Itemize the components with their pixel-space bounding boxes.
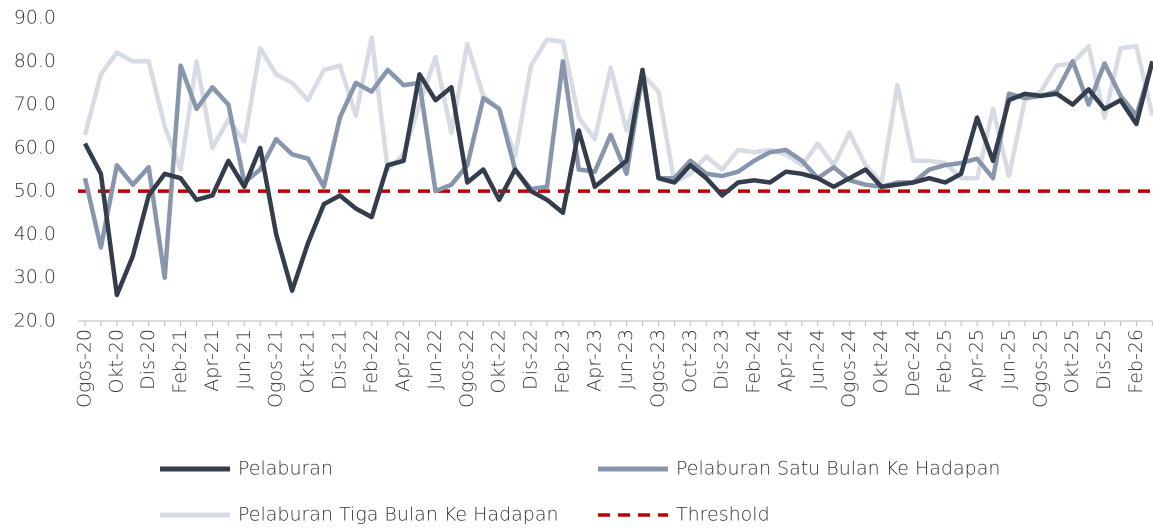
y-tick-label: 30.0 — [14, 266, 56, 288]
x-tick-label: Dec-24 — [902, 329, 924, 397]
x-tick-label: Ogos-21 — [265, 329, 287, 408]
x-tick-label: Jun-21 — [233, 329, 255, 390]
x-tick-label: Feb-25 — [934, 329, 956, 394]
x-tick-label: Feb-23 — [551, 329, 573, 394]
x-tick-label: Apr-24 — [774, 329, 796, 392]
y-tick-label: 50.0 — [14, 180, 56, 202]
x-tick-label: Ogos-24 — [838, 329, 860, 408]
x-tick-label: Okt-24 — [870, 329, 892, 393]
x-tick-label: Jun-22 — [424, 329, 446, 390]
y-tick-label: 90.0 — [14, 7, 56, 29]
series-line — [82, 35, 1153, 185]
legend-label: Pelaburan Tiga Bulan Ke Hadapan — [238, 504, 559, 526]
x-tick-label: Feb-22 — [360, 329, 382, 394]
x-tick-label: Apr-25 — [966, 329, 988, 392]
y-tick-label: 40.0 — [14, 223, 56, 245]
x-tick-label: Okt-20 — [105, 329, 127, 393]
x-tick-label: Oct-23 — [679, 329, 701, 393]
y-tick-label: 60.0 — [14, 136, 56, 158]
y-tick-label: 70.0 — [14, 93, 56, 115]
x-tick-label: Dis-23 — [711, 329, 733, 390]
x-tick-label: Jun-24 — [806, 329, 828, 390]
x-tick-label: Dis-22 — [520, 329, 542, 390]
series-line — [83, 60, 1153, 298]
x-tick-label: Apr-21 — [201, 329, 223, 392]
y-tick-label: 80.0 — [14, 50, 56, 72]
x-tick-label: Dis-20 — [137, 329, 159, 390]
x-tick-label: Ogos-20 — [74, 329, 96, 408]
x-tick-label: Okt-25 — [1061, 329, 1083, 393]
x-tick-label: Feb-24 — [743, 329, 765, 394]
legend-label: Threshold — [676, 504, 770, 526]
x-tick-label: Apr-22 — [392, 329, 414, 392]
x-tick-label: Okt-22 — [488, 329, 510, 393]
y-tick-label: 20.0 — [14, 310, 56, 332]
x-tick-label: Ogos-22 — [456, 329, 478, 408]
x-tick-label: Dis-25 — [1093, 329, 1115, 390]
x-tick-label: Apr-23 — [583, 329, 605, 392]
x-tick-label: Ogos-25 — [1029, 329, 1051, 408]
x-tick-label: Jun-25 — [997, 329, 1019, 390]
x-tick-label: Feb-21 — [169, 329, 191, 394]
x-tick-label: Jun-23 — [615, 329, 637, 390]
x-tick-label: Okt-21 — [297, 329, 319, 393]
x-tick-label: Ogos-23 — [647, 329, 669, 408]
legend-label: Pelaburan Satu Bulan Ke Hadapan — [676, 458, 1000, 480]
x-tick-label: Dis-21 — [328, 329, 350, 390]
legend-label: Pelaburan — [238, 458, 333, 480]
x-tick-label: Feb-26 — [1125, 329, 1147, 394]
